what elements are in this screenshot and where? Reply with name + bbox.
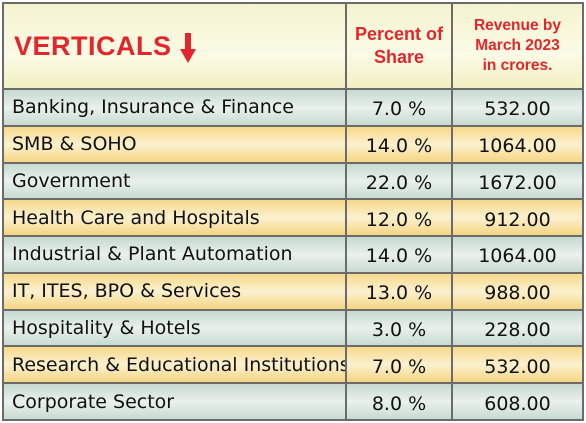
percent-share-cell: 14.0 % <box>347 126 451 162</box>
revenue-cell: 228.00 <box>453 310 582 346</box>
vertical-name-cell: Research & Educational Institutions <box>4 347 345 383</box>
percent-share-cell: 14.0 % <box>347 237 451 272</box>
vertical-name-cell: IT, ITES, BPO & Services <box>4 273 345 309</box>
percent-share-header: Percent of Share <box>347 4 451 88</box>
revenue-cell: 1064.00 <box>453 237 582 272</box>
revenue-cell: 988.00 <box>453 273 582 309</box>
percent-share-cell: 7.0 % <box>347 90 451 125</box>
revenue-header-line3: in crores. <box>482 57 553 74</box>
vertical-name-cell: Banking, Insurance & Finance <box>4 90 345 125</box>
revenue-cell: 912.00 <box>453 200 582 236</box>
revenue-header-line2: March 2023 <box>475 37 560 54</box>
verticals-header-label: VERTICALS <box>14 30 172 61</box>
revenue-header-line1: Revenue by <box>473 17 561 34</box>
percent-share-cell: 13.0 % <box>347 273 451 309</box>
revenue-cell: 1672.00 <box>453 163 582 199</box>
percent-share-cell: 22.0 % <box>347 163 451 199</box>
percent-share-cell: 7.0 % <box>347 347 451 383</box>
percent-share-cell: 3.0 % <box>347 310 451 346</box>
arrow-down-icon <box>179 33 196 63</box>
percent-share-header-line1: Percent of <box>354 24 444 44</box>
percent-share-header-line2: Share <box>373 47 425 67</box>
revenue-cell: 608.00 <box>453 384 582 419</box>
verticals-header: VERTICALS <box>4 4 345 88</box>
percent-share-cell: 8.0 % <box>347 384 451 419</box>
revenue-cell: 1064.00 <box>453 126 582 162</box>
vertical-name-cell: Industrial & Plant Automation <box>4 237 345 272</box>
vertical-name-cell: Corporate Sector <box>4 384 345 419</box>
percent-share-cell: 12.0 % <box>347 200 451 236</box>
vertical-name-cell: Government <box>4 163 345 199</box>
revenue-cell: 532.00 <box>453 347 582 383</box>
revenue-header: Revenue by March 2023 in crores. <box>453 4 582 88</box>
vertical-name-cell: Hospitality & Hotels <box>4 310 345 346</box>
revenue-cell: 532.00 <box>453 90 582 125</box>
vertical-name-cell: SMB & SOHO <box>4 126 345 162</box>
vertical-name-cell: Health Care and Hospitals <box>4 200 345 236</box>
